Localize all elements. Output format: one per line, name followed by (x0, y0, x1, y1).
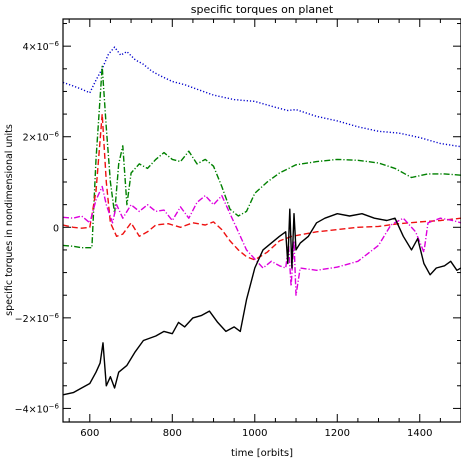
series-layer (62, 46, 461, 396)
x-tick-label: 600 (80, 428, 99, 439)
plot-frame (62, 18, 461, 423)
y-tick-label: 4×10−6 (23, 40, 60, 53)
series-line-3 (62, 113, 461, 261)
y-tick-label: 0 (53, 223, 59, 234)
chart-title: specific torques on planet (191, 3, 334, 16)
axes-layer: 600 800 1000 1200 1400 −4×10−6 −2×10−6 0 2×10−6 4… (15, 19, 461, 439)
y-axis-label: specific torques in nondimensional units (4, 124, 15, 316)
y-tick-label: 2×10−6 (23, 131, 60, 144)
y-tick-label: −4×10−6 (15, 402, 60, 415)
x-tick-label: 800 (163, 428, 182, 439)
series-line-4 (62, 185, 461, 296)
series-line-5 (62, 208, 461, 396)
x-tick-label: 1200 (325, 428, 350, 439)
x-tick-label: 1000 (242, 428, 267, 439)
series-line-2 (62, 65, 461, 249)
x-tick-label: 1400 (407, 428, 432, 439)
y-tick-label: −2×10−6 (15, 312, 60, 325)
series-line-1 (62, 46, 461, 148)
x-axis-label: time [orbits] (231, 448, 293, 459)
